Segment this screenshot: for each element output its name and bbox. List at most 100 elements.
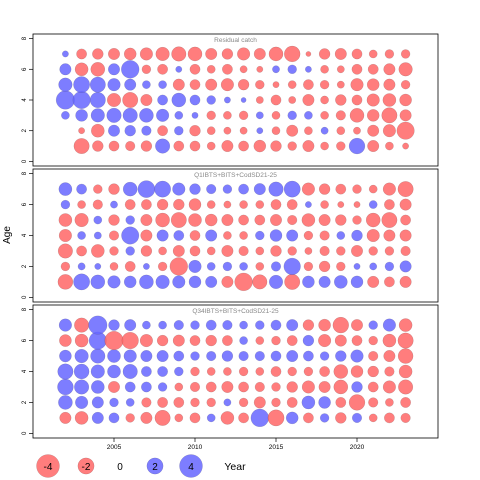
residual-bubble [141,397,152,408]
residual-bubble [108,183,120,195]
residual-bubble [337,201,345,208]
residual-bubble [89,92,106,108]
residual-bubble [78,127,85,135]
residual-bubble [109,246,119,256]
residual-bubble [221,245,234,257]
residual-bubble [267,409,285,427]
legend-label: -2 [82,462,91,473]
residual-bubble [206,262,216,271]
panel-3: Q34IBTS+BITS+CodSD21-25 0 2 4 6 8 [22,304,439,439]
residual-bubble [121,226,140,245]
legend-label: 0 [117,462,123,473]
residual-bubble [365,212,381,228]
residual-bubble [270,140,282,152]
residual-bubble [367,63,379,75]
residual-bubble [76,245,87,257]
residual-bubble [272,81,280,89]
residual-bubble [238,214,249,226]
residual-bubble [173,350,185,362]
residual-bubble [223,111,232,120]
residual-bubble [76,183,87,195]
residual-bubble [108,230,120,241]
residual-bubble [350,349,364,363]
residual-bubble [157,382,168,392]
residual-bubble [334,275,348,289]
residual-bubble [222,261,233,272]
residual-bubble [106,92,121,107]
residual-bubble [73,138,90,154]
residual-bubble [188,275,202,289]
residual-bubble [59,334,72,347]
residual-bubble [108,319,120,331]
y-tick-label: 4 [22,233,28,237]
residual-bubble [122,181,138,197]
residual-bubble [255,320,265,330]
residual-bubble [383,350,396,362]
residual-bubble [158,320,167,330]
residual-bubble [269,274,284,289]
residual-bubble [124,319,137,332]
residual-bubble [108,381,120,393]
residual-bubble [368,351,379,362]
residual-bubble [367,381,379,393]
residual-bubble [305,65,312,73]
legend-bubble [146,457,164,475]
residual-bubble [55,90,75,110]
residual-bubble [252,274,268,290]
residual-bubble [221,350,234,362]
residual-bubble [366,109,380,122]
residual-bubble [220,78,234,92]
residual-bubble [141,381,152,393]
residual-bubble [61,111,70,120]
residual-bubble [109,397,119,408]
residual-bubble [90,364,105,379]
residual-bubble [368,200,378,209]
residual-bubble [170,212,187,228]
residual-bubble [336,231,346,240]
residual-bubble [351,48,363,60]
residual-bubble [74,411,89,425]
residual-bubble [91,123,105,138]
residual-bubble [76,48,87,60]
residual-bubble [107,364,121,379]
residual-bubble [122,92,139,108]
residual-bubble [74,379,90,395]
residual-bubble [334,334,347,347]
residual-bubble [253,183,266,196]
residual-bubble [397,348,414,364]
residual-bubble [397,181,414,198]
residual-bubble [221,48,234,60]
residual-bubble [304,247,313,255]
residual-bubble [125,246,135,256]
residual-bubble [139,108,154,123]
residual-bubble [74,333,89,348]
y-tick-label: 8 [22,36,28,40]
residual-bubble [288,96,297,104]
residual-bubble [205,319,217,331]
residual-bubble [238,366,249,377]
legend-label: 4 [188,462,194,473]
residual-bubble [270,319,282,331]
residual-bubble [141,199,152,210]
residual-bubble [122,364,138,379]
residual-bubble [384,366,395,377]
residual-bubble [301,213,316,227]
residual-bubble [90,274,106,290]
residual-bubble [157,125,168,137]
residual-bubble [223,126,232,135]
residual-bubble [189,245,201,257]
residual-bubble [238,412,249,424]
residual-bubble [302,94,315,106]
residual-bubble [320,141,329,151]
residual-bubble [348,394,366,411]
residual-bubble [189,183,201,195]
residual-bubble [335,397,347,408]
x-axis: 2005 2010 2015 2020 [107,438,365,451]
residual-bubble [58,182,73,196]
residual-bubble [206,367,216,376]
residual-bubble [399,275,412,288]
panel-title: Q1IBTS+BITS+CodSD21-25 [194,172,277,179]
residual-bubble [334,48,347,60]
residual-bubble [368,413,378,423]
residual-bubble [238,183,249,195]
